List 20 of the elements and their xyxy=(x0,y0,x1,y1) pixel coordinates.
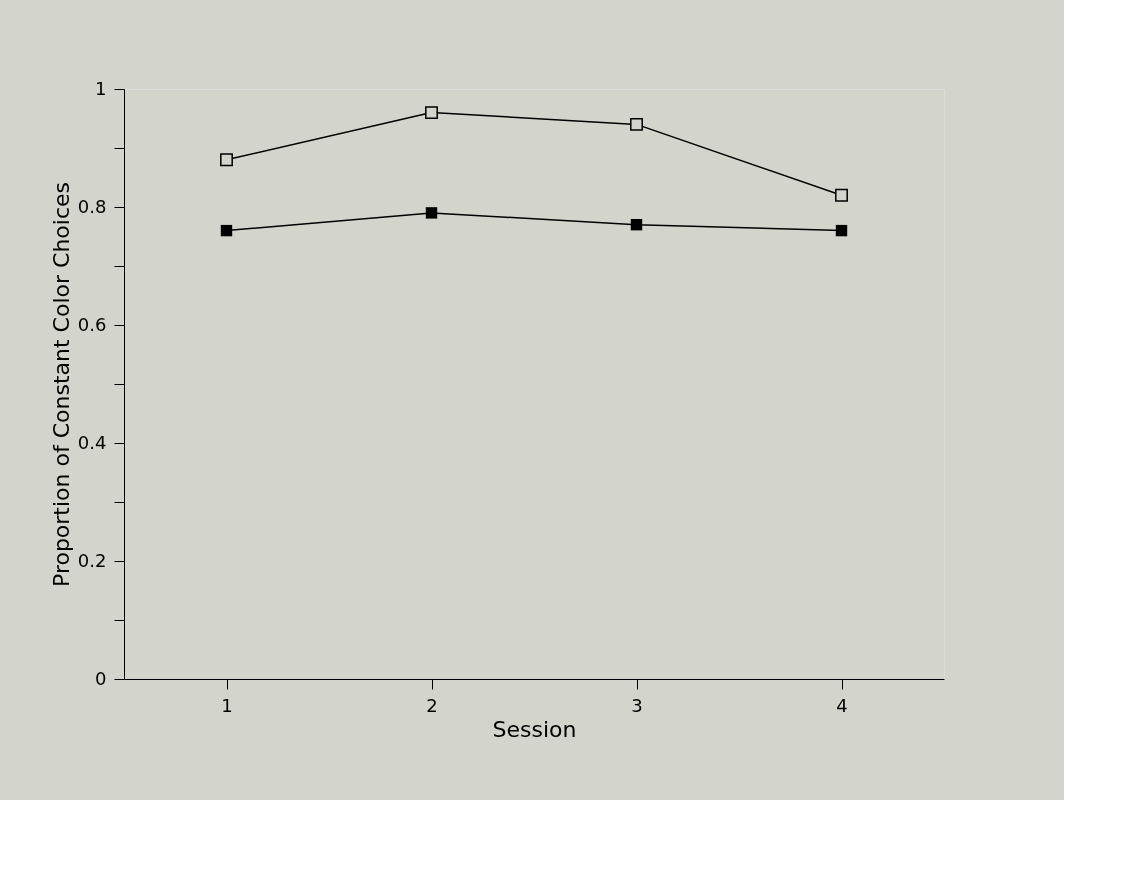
y-tick-label: 1 xyxy=(95,77,107,99)
x-tick-label: 3 xyxy=(631,694,643,716)
x-tick-label: 4 xyxy=(836,694,848,716)
y-tick-label: 0 xyxy=(95,667,107,689)
x-tick-label: 1 xyxy=(221,694,233,716)
y-tick-label: 0.4 xyxy=(77,431,107,453)
point xyxy=(425,106,438,120)
y-tick-label: 0.6 xyxy=(77,313,107,335)
y-tick-label: 0.8 xyxy=(77,195,107,217)
point xyxy=(220,153,233,167)
point xyxy=(835,224,848,237)
point xyxy=(835,188,848,202)
y-tick-label: 0.2 xyxy=(77,549,107,571)
x-axis-title: Session xyxy=(492,716,577,742)
x-tick-label: 2 xyxy=(426,694,438,716)
point xyxy=(220,224,233,237)
point xyxy=(425,207,438,219)
point xyxy=(630,117,643,131)
point xyxy=(630,219,643,231)
y-axis-title: Proportion of Constant Color Choices xyxy=(48,181,74,588)
